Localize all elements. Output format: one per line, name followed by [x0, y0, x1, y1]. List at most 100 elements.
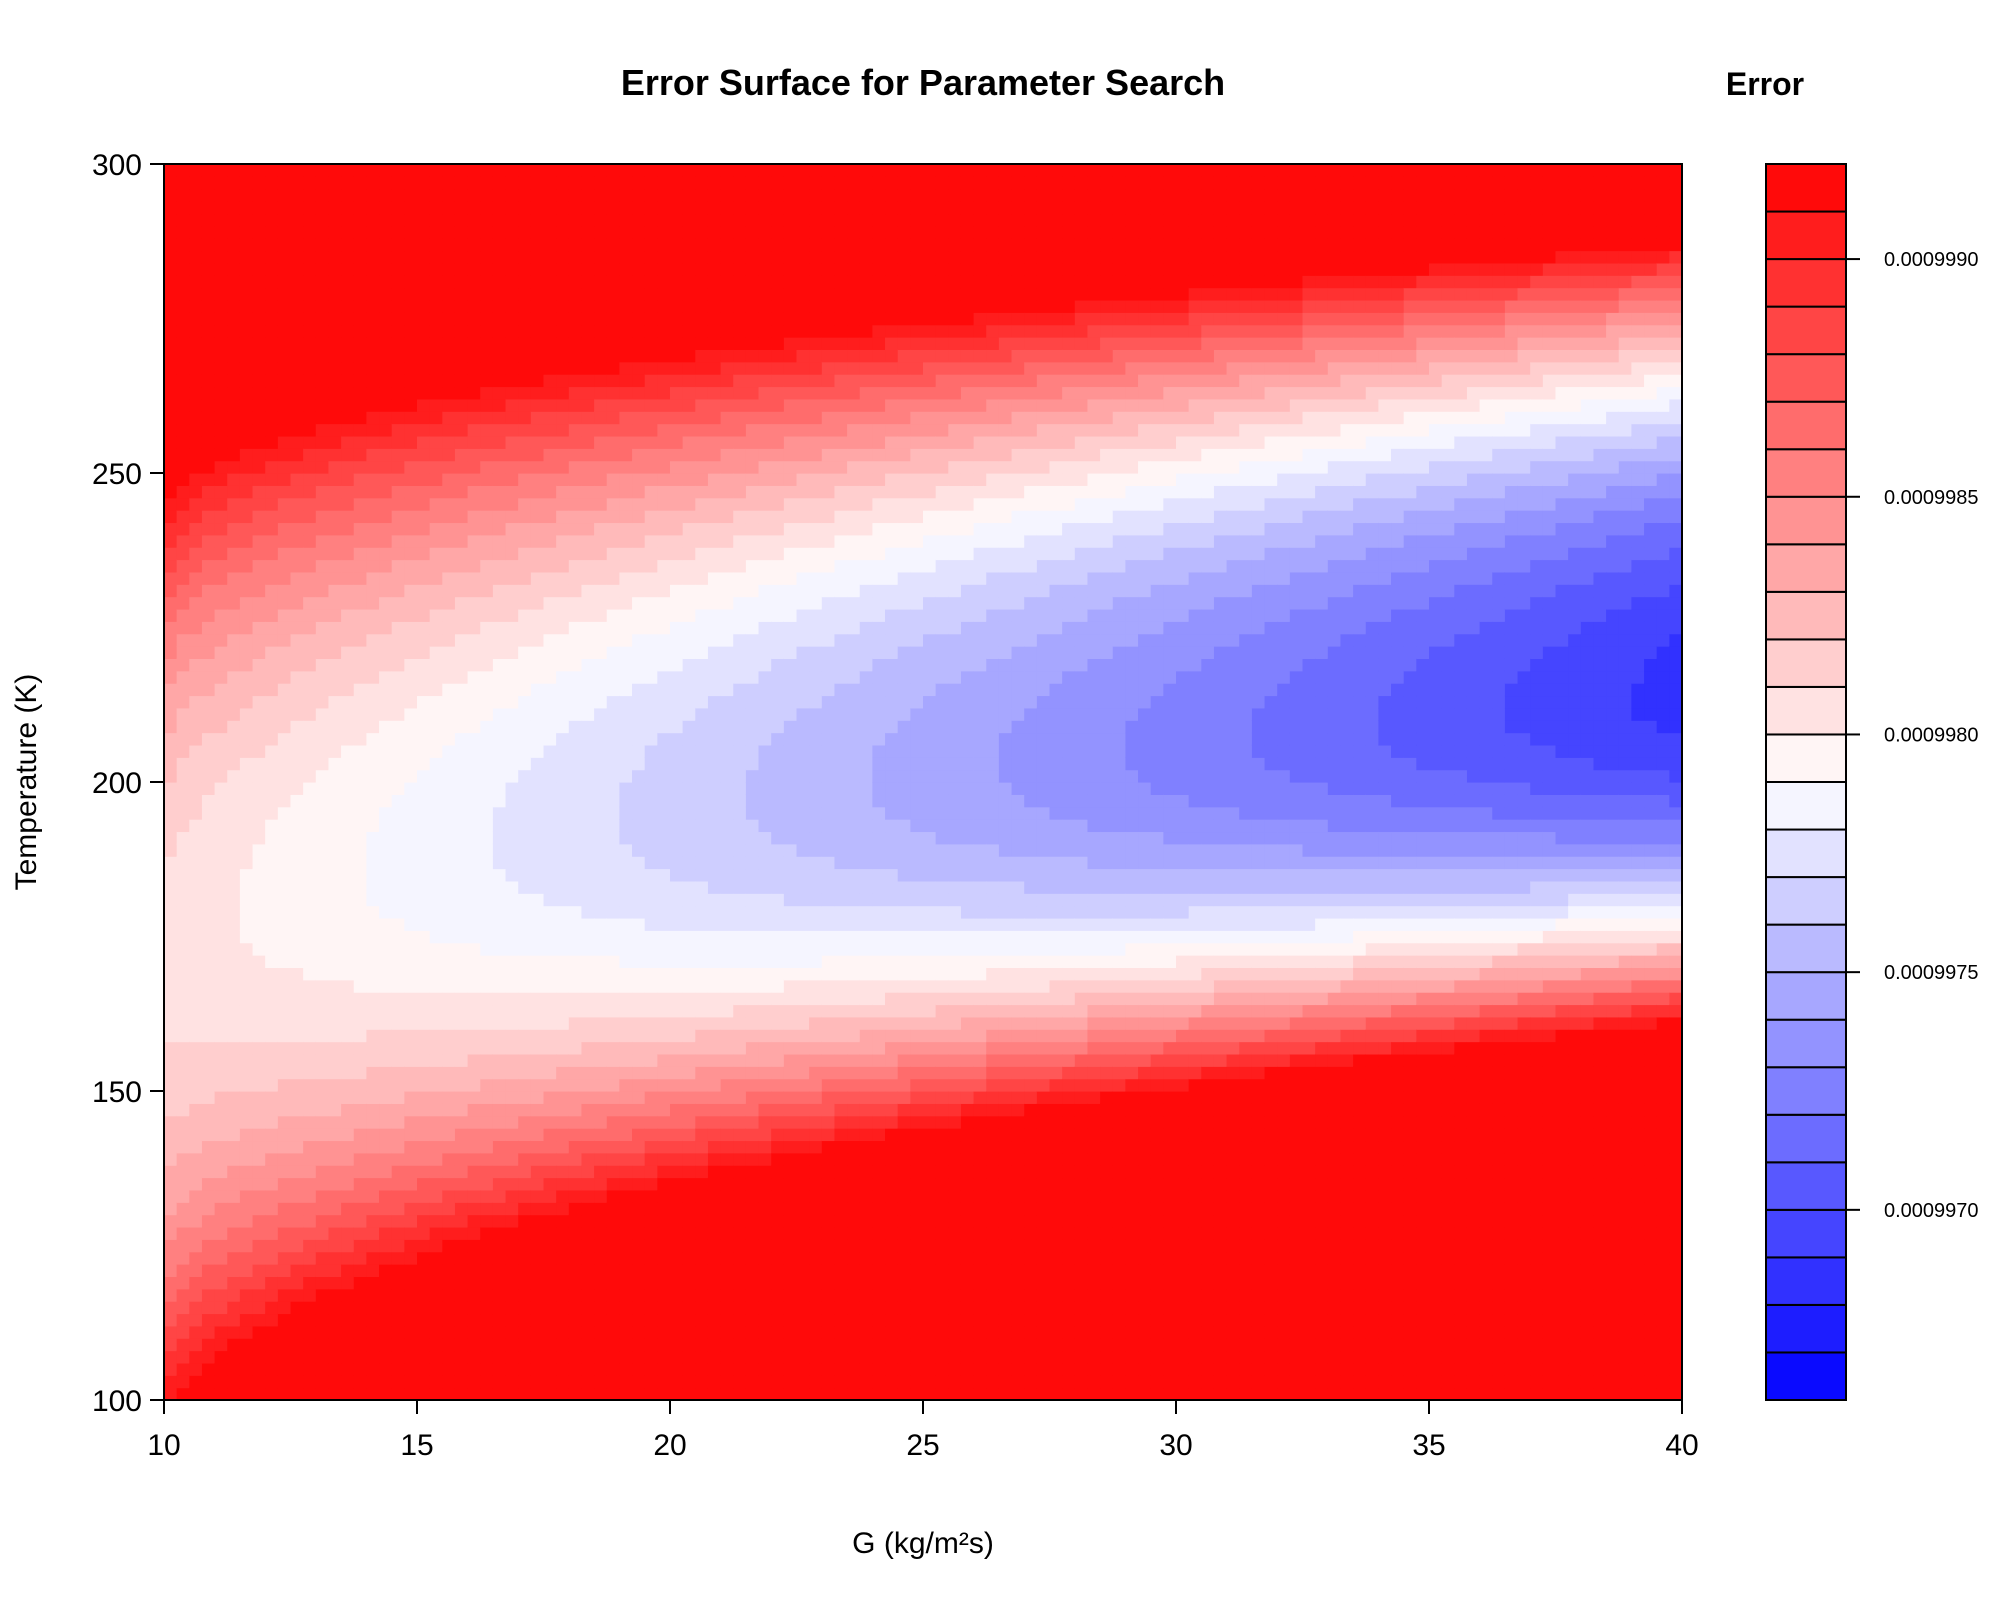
contour-cell	[164, 745, 177, 758]
contour-cell	[759, 1165, 772, 1178]
contour-cell	[354, 708, 367, 721]
contour-cell	[594, 510, 607, 523]
contour-cell	[417, 411, 430, 424]
contour-cell	[544, 683, 557, 696]
contour-cell	[291, 461, 304, 474]
contour-cell	[721, 621, 734, 634]
contour-cell	[784, 980, 797, 993]
contour-cell	[645, 733, 658, 746]
contour-cell	[328, 906, 341, 919]
contour-cell	[784, 1190, 797, 1203]
contour-cell	[392, 967, 405, 980]
contour-cell	[759, 251, 772, 264]
contour-cell	[253, 683, 266, 696]
contour-cell	[759, 1313, 772, 1326]
contour-cell	[556, 300, 569, 313]
contour-cell	[253, 325, 266, 338]
contour-cell	[291, 906, 304, 919]
contour-cell	[569, 658, 582, 671]
contour-cell	[417, 1363, 430, 1376]
contour-cell	[379, 1116, 392, 1129]
contour-cell	[594, 745, 607, 758]
contour-cell	[341, 683, 354, 696]
contour-cell	[253, 176, 266, 189]
contour-cell	[480, 498, 493, 511]
contour-cell	[215, 547, 228, 560]
contour-cell	[341, 424, 354, 437]
contour-cell	[518, 411, 531, 424]
contour-cell	[581, 1165, 594, 1178]
contour-cell	[695, 893, 708, 906]
contour-cell	[556, 362, 569, 375]
contour-cell	[784, 1375, 797, 1388]
contour-cell	[518, 881, 531, 894]
contour-cell	[771, 189, 784, 202]
contour-cell	[784, 1215, 797, 1228]
contour-cell	[455, 251, 468, 264]
contour-cell	[657, 498, 670, 511]
contour-cell	[784, 1388, 797, 1401]
contour-cell	[354, 300, 367, 313]
contour-cell	[253, 1252, 266, 1265]
contour-cell	[455, 1301, 468, 1314]
contour-cell	[632, 201, 645, 214]
contour-cell	[683, 485, 696, 498]
contour-cell	[683, 733, 696, 746]
contour-cell	[240, 201, 253, 214]
contour-cell	[202, 584, 215, 597]
contour-cell	[556, 794, 569, 807]
contour-cell	[291, 436, 304, 449]
contour-cell	[202, 992, 215, 1005]
contour-cell	[493, 671, 506, 684]
contour-cell	[265, 770, 278, 783]
contour-cell	[645, 794, 658, 807]
contour-cell	[746, 918, 759, 931]
contour-cell	[569, 1388, 582, 1401]
contour-cell	[670, 522, 683, 535]
contour-cell	[784, 510, 797, 523]
contour-cell	[392, 1202, 405, 1215]
contour-cell	[746, 720, 759, 733]
contour-cell	[455, 288, 468, 301]
contour-cell	[215, 176, 228, 189]
contour-cell	[771, 869, 784, 882]
contour-cell	[506, 374, 519, 387]
contour-cell	[531, 164, 544, 177]
contour-cell	[278, 980, 291, 993]
contour-cell	[695, 1227, 708, 1240]
contour-cell	[506, 1289, 519, 1302]
contour-cell	[518, 967, 531, 980]
contour-cell	[721, 1375, 734, 1388]
contour-cell	[695, 275, 708, 288]
contour-cell	[354, 720, 367, 733]
contour-cell	[784, 844, 797, 857]
contour-cell	[645, 325, 658, 338]
contour-cell	[303, 1363, 316, 1376]
contour-cell	[670, 794, 683, 807]
contour-cell	[645, 288, 658, 301]
contour-cell	[556, 1054, 569, 1067]
contour-cell	[556, 275, 569, 288]
contour-cell	[645, 955, 658, 968]
contour-cell	[227, 1128, 240, 1141]
contour-cell	[784, 856, 797, 869]
contour-cell	[544, 411, 557, 424]
contour-cell	[265, 164, 278, 177]
contour-cell	[354, 436, 367, 449]
contour-cell	[177, 1338, 190, 1351]
contour-cell	[759, 745, 772, 758]
contour-cell	[455, 1066, 468, 1079]
contour-cell	[291, 1103, 304, 1116]
contour-cell	[645, 1338, 658, 1351]
contour-cell	[392, 819, 405, 832]
contour-cell	[366, 1313, 379, 1326]
contour-cell	[771, 967, 784, 980]
contour-cell	[341, 535, 354, 548]
contour-cell	[493, 881, 506, 894]
contour-cell	[670, 745, 683, 758]
contour-cell	[733, 597, 746, 610]
contour-cell	[657, 1363, 670, 1376]
contour-cell	[354, 1042, 367, 1055]
contour-cell	[569, 238, 582, 251]
contour-cell	[480, 411, 493, 424]
